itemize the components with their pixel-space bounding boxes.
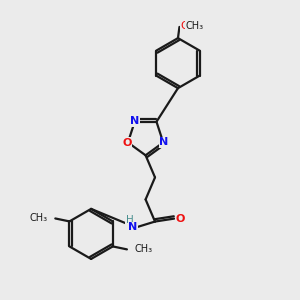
Text: O: O [180,21,189,31]
Text: H: H [125,215,133,225]
Text: CH₃: CH₃ [30,213,48,223]
Text: N: N [159,137,168,148]
Text: N: N [128,222,137,233]
Text: CH₃: CH₃ [134,244,152,254]
Text: O: O [176,214,185,224]
Text: CH₃: CH₃ [186,21,204,31]
Text: N: N [130,116,139,126]
Text: O: O [122,138,132,148]
